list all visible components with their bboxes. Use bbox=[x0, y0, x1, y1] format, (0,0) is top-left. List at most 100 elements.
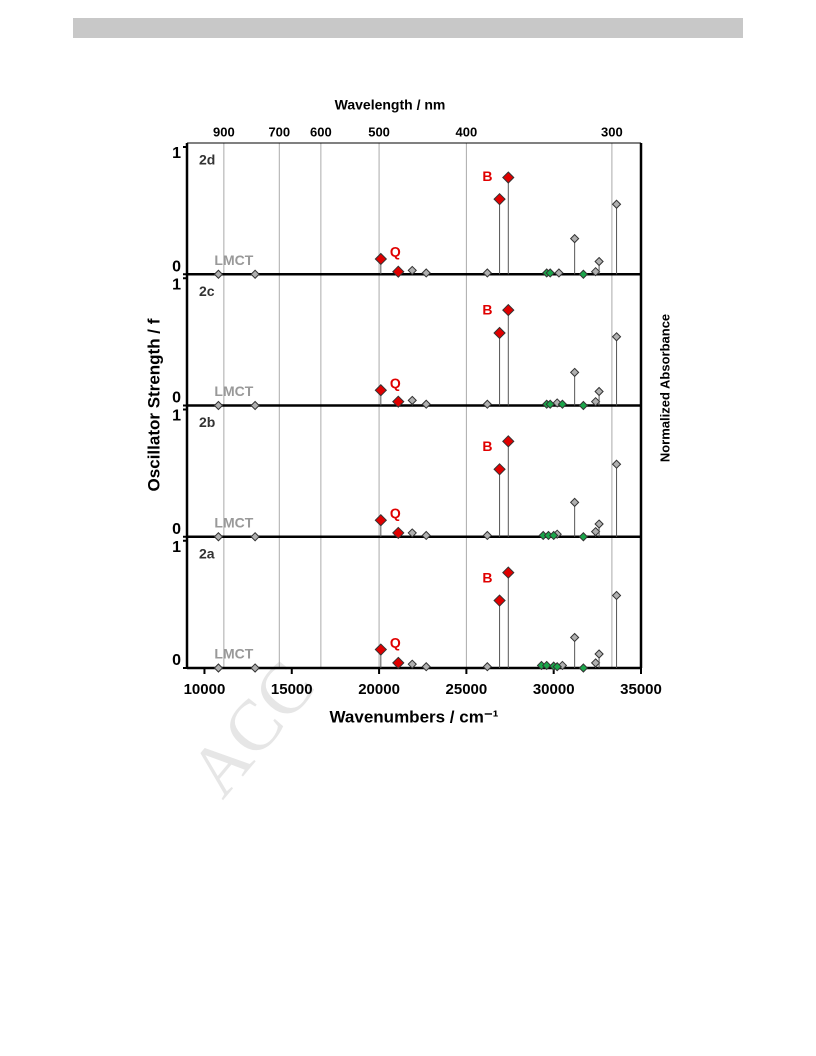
marker bbox=[250, 269, 260, 279]
y-tick-label: 0 bbox=[172, 390, 181, 407]
x-title: Wavenumbers / cm⁻¹ bbox=[330, 707, 499, 726]
marker bbox=[407, 528, 417, 538]
y2-title: Normalized Absorbance bbox=[657, 314, 672, 462]
marker bbox=[250, 532, 260, 542]
x-tick-label: 15000 bbox=[271, 681, 313, 698]
marker bbox=[569, 367, 580, 378]
y-title: Oscillator Strength / f bbox=[144, 318, 163, 491]
marker bbox=[552, 662, 562, 672]
band-label: Q bbox=[390, 244, 401, 260]
marker bbox=[594, 519, 604, 529]
marker bbox=[545, 268, 555, 278]
marker bbox=[250, 400, 260, 411]
marker bbox=[594, 649, 604, 659]
x-tick-label: 35000 bbox=[620, 681, 662, 698]
marker bbox=[374, 514, 388, 527]
marker bbox=[542, 660, 552, 671]
band-label: LMCT bbox=[214, 383, 253, 399]
marker bbox=[392, 265, 405, 278]
marker bbox=[392, 656, 405, 670]
marker bbox=[407, 265, 417, 276]
band-label: B bbox=[482, 302, 492, 318]
marker bbox=[590, 658, 601, 668]
x2-tick-label: 300 bbox=[601, 124, 623, 139]
marker bbox=[392, 526, 405, 540]
marker bbox=[502, 171, 515, 184]
band-label: B bbox=[482, 569, 492, 585]
marker bbox=[594, 256, 604, 267]
x-tick-label: 30000 bbox=[533, 681, 575, 698]
x2-tick-label: 900 bbox=[213, 124, 235, 139]
y-tick-label: 1 bbox=[172, 408, 181, 425]
marker bbox=[482, 530, 493, 541]
marker bbox=[392, 395, 405, 408]
marker bbox=[421, 399, 431, 409]
marker bbox=[493, 192, 506, 206]
marker bbox=[407, 659, 417, 669]
panel-label: 2b bbox=[199, 414, 215, 430]
marker bbox=[569, 632, 580, 643]
y-tick-label: 0 bbox=[172, 258, 181, 275]
marker bbox=[590, 266, 601, 277]
marker bbox=[578, 663, 589, 673]
x-tick-label: 20000 bbox=[358, 681, 400, 698]
marker bbox=[213, 400, 224, 411]
marker bbox=[213, 663, 224, 673]
marker bbox=[407, 395, 417, 406]
marker bbox=[557, 660, 568, 671]
panel-label: 2d bbox=[199, 152, 215, 168]
marker bbox=[552, 398, 562, 408]
marker bbox=[213, 269, 224, 279]
marker bbox=[578, 400, 589, 411]
band-label: B bbox=[482, 438, 492, 454]
marker bbox=[611, 590, 622, 601]
marker bbox=[250, 663, 260, 673]
watermark: ACC bbox=[174, 646, 330, 811]
panel-label: 2c bbox=[199, 283, 215, 299]
marker bbox=[502, 435, 515, 448]
y-tick-label: 1 bbox=[172, 276, 181, 293]
x2-tick-label: 400 bbox=[456, 124, 478, 139]
marker bbox=[594, 386, 604, 397]
y-tick-label: 1 bbox=[172, 145, 181, 162]
panel-label: 2a bbox=[199, 545, 215, 561]
marker bbox=[611, 199, 622, 209]
header-bar bbox=[73, 18, 743, 38]
x2-tick-label: 700 bbox=[268, 124, 290, 139]
marker bbox=[590, 396, 601, 407]
y-tick-label: 0 bbox=[172, 521, 181, 538]
marker bbox=[482, 268, 493, 278]
band-label: LMCT bbox=[214, 646, 253, 662]
marker bbox=[374, 252, 388, 266]
marker bbox=[421, 268, 431, 278]
marker bbox=[482, 662, 493, 672]
marker bbox=[493, 463, 506, 476]
marker bbox=[578, 269, 589, 279]
marker bbox=[557, 399, 568, 409]
marker bbox=[502, 566, 515, 579]
marker bbox=[493, 594, 506, 607]
marker bbox=[548, 530, 559, 541]
band-label: Q bbox=[390, 634, 401, 650]
x2-tick-label: 600 bbox=[310, 124, 332, 139]
band-label: LMCT bbox=[214, 252, 253, 268]
band-label: Q bbox=[390, 375, 401, 391]
marker bbox=[421, 662, 431, 672]
marker bbox=[590, 526, 601, 537]
marker bbox=[611, 332, 622, 342]
y-tick-label: 1 bbox=[172, 539, 181, 556]
marker bbox=[545, 399, 555, 409]
marker bbox=[569, 497, 580, 508]
y-tick-label: 0 bbox=[172, 652, 181, 669]
x-tick-label: 25000 bbox=[446, 681, 488, 698]
x2-title: Wavelength / nm bbox=[335, 97, 446, 113]
x-tick-label: 10000 bbox=[184, 681, 226, 698]
marker bbox=[569, 233, 580, 244]
marker bbox=[213, 532, 224, 542]
marker bbox=[502, 303, 515, 317]
marker bbox=[421, 530, 431, 541]
marker bbox=[493, 326, 506, 340]
band-label: B bbox=[482, 168, 492, 184]
